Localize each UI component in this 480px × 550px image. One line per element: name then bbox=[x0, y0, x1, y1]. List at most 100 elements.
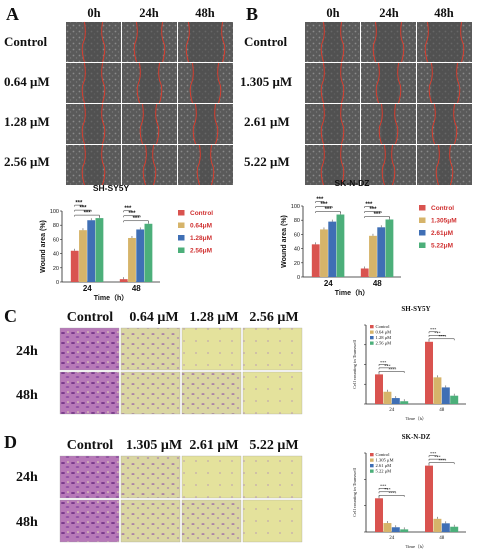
wound-edge-line bbox=[101, 144, 106, 186]
bar bbox=[328, 221, 337, 277]
wound-edge-line bbox=[161, 21, 166, 63]
wound-edge-line bbox=[372, 21, 377, 63]
bar bbox=[336, 214, 345, 277]
wound-edge-line bbox=[453, 103, 458, 145]
transwell-image bbox=[59, 455, 120, 499]
bar bbox=[450, 526, 459, 532]
transwell-image bbox=[120, 327, 181, 371]
row-label: 1.305 μM bbox=[240, 74, 292, 89]
wound-edge-line bbox=[210, 144, 215, 186]
significance-bracket bbox=[428, 331, 438, 334]
bar bbox=[144, 223, 153, 282]
significance-bracket bbox=[123, 210, 133, 213]
col-header: 2.61 μM bbox=[189, 438, 238, 453]
col-header: Control bbox=[67, 438, 114, 453]
x-tick-label: 48 bbox=[439, 408, 445, 413]
significance-stars: *** bbox=[325, 207, 333, 213]
x-axis-label: Time（h） bbox=[405, 544, 426, 549]
wound-gap bbox=[323, 145, 342, 185]
significance-bracket bbox=[428, 458, 447, 461]
wound-gap bbox=[84, 104, 103, 144]
panel-label-a: A bbox=[6, 4, 19, 24]
wound-gap bbox=[431, 63, 458, 103]
bar bbox=[383, 523, 392, 532]
wound-edge-line bbox=[391, 144, 396, 186]
wound-edge-line bbox=[189, 62, 194, 104]
bar bbox=[377, 227, 386, 277]
legend-swatch bbox=[419, 242, 426, 248]
wound-gap bbox=[139, 63, 160, 103]
x-axis-label: Time（h） bbox=[335, 289, 370, 297]
y-tick-label: 60 bbox=[294, 232, 300, 238]
wound-edge-line bbox=[101, 62, 106, 104]
significance-bracket bbox=[378, 367, 397, 370]
wound-edge-line bbox=[460, 21, 465, 63]
significance-stars: *** bbox=[365, 202, 373, 208]
legend-label: 2.56 μM bbox=[376, 341, 392, 346]
significance-stars: *** bbox=[79, 206, 87, 212]
transwell-image bbox=[181, 455, 242, 499]
x-axis-label: Time（h） bbox=[94, 294, 129, 302]
wound-edge-line bbox=[133, 21, 138, 63]
legend-label: 5.22 μM bbox=[376, 469, 392, 474]
wound-gap bbox=[384, 145, 393, 185]
wound-edge-line bbox=[340, 103, 345, 145]
bar bbox=[383, 391, 392, 404]
bar bbox=[87, 220, 96, 282]
significance-bracket bbox=[364, 216, 390, 218]
panel-label-d: D bbox=[4, 432, 17, 452]
panel-d-col-headers: Control 1.305 μM 2.61 μM 5.22 μM bbox=[67, 438, 299, 453]
wound-edge-line bbox=[155, 103, 160, 145]
panel-c-transwell-images bbox=[59, 327, 303, 415]
panel-d-transwell-images bbox=[59, 455, 303, 543]
bar bbox=[441, 523, 450, 532]
wound-edge-line bbox=[340, 21, 345, 63]
time-header: 48h bbox=[195, 6, 215, 20]
col-header: 0.64 μM bbox=[129, 310, 178, 325]
transwell-image bbox=[181, 327, 242, 371]
significance-stars: *** bbox=[128, 211, 136, 217]
legend-swatch bbox=[178, 247, 185, 253]
significance-stars: *** bbox=[388, 367, 394, 372]
significance-stars: *** bbox=[124, 206, 132, 212]
wound-gap bbox=[192, 63, 219, 103]
x-axis-label: Time（h） bbox=[405, 416, 426, 421]
significance-stars: *** bbox=[374, 212, 382, 218]
wound-gap bbox=[145, 145, 154, 185]
time-header: 48h bbox=[434, 6, 454, 20]
transwell-image bbox=[242, 455, 303, 499]
wound-gap bbox=[323, 63, 342, 103]
significance-stars: *** bbox=[316, 197, 324, 203]
y-tick-label: 40 bbox=[294, 247, 300, 253]
significance-bracket bbox=[364, 206, 374, 208]
significance-bracket bbox=[378, 364, 388, 366]
y-axis-label: Cell counting in Transwell bbox=[352, 339, 357, 389]
wound-edge-line bbox=[449, 144, 454, 186]
wound-edge-line bbox=[101, 21, 106, 63]
bar bbox=[375, 498, 383, 532]
legend-label: 0.64 μM bbox=[376, 330, 392, 335]
bar bbox=[433, 377, 442, 404]
wound-edge-line bbox=[158, 62, 163, 104]
legend-label: 2.61μM bbox=[431, 230, 453, 237]
significance-bracket bbox=[378, 371, 405, 373]
significance-bracket bbox=[428, 455, 438, 458]
bar bbox=[425, 465, 433, 532]
legend-swatch bbox=[370, 469, 374, 473]
y-tick-label: 100 bbox=[291, 204, 300, 210]
legend-label: 1.28μM bbox=[190, 235, 212, 242]
significance-stars: *** bbox=[384, 487, 390, 492]
significance-bracket bbox=[315, 206, 333, 209]
wound-edge-line bbox=[214, 103, 219, 145]
row-label: Control bbox=[4, 34, 47, 49]
significance-bracket bbox=[428, 338, 455, 341]
significance-bracket bbox=[315, 211, 341, 214]
significance-bracket bbox=[123, 220, 149, 223]
bar bbox=[136, 229, 145, 282]
y-axis-label: Wound area (%) bbox=[281, 215, 288, 268]
bar bbox=[391, 398, 400, 404]
row-label: 48h bbox=[16, 515, 38, 530]
bar bbox=[79, 230, 87, 282]
wound-edge-line bbox=[320, 103, 325, 145]
